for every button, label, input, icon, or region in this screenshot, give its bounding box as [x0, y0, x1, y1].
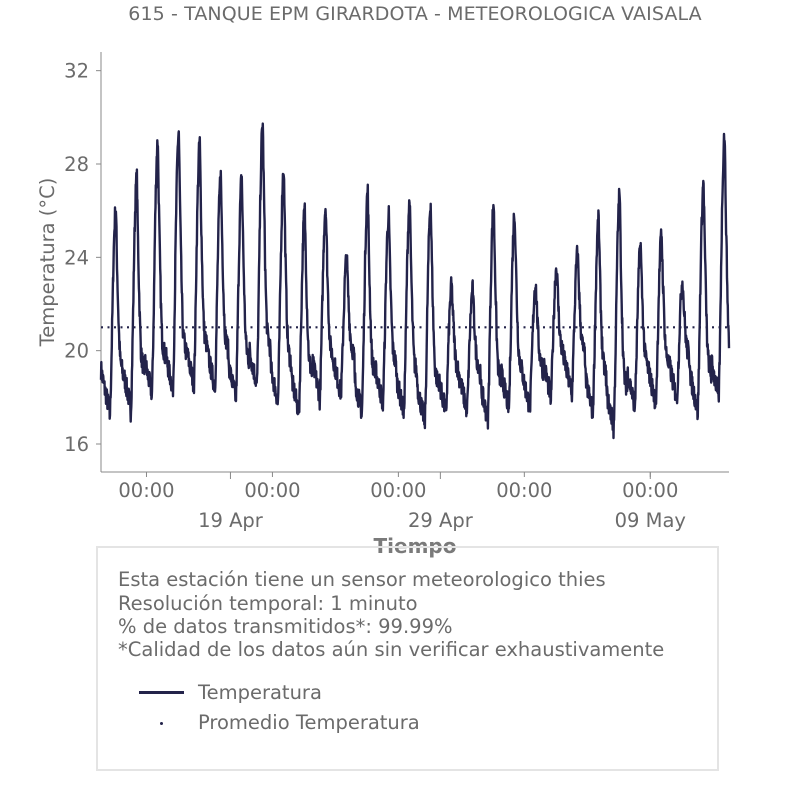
- legend-label-average: Promedio Temperatura: [198, 711, 420, 734]
- x-tick-time-label: 00:00: [244, 479, 300, 502]
- resolution-note: Resolución temporal: 1 minuto: [118, 592, 418, 615]
- info-legend-box: Esta estación tiene un sensor meteorolog…: [96, 546, 719, 771]
- y-tick-label: 28: [64, 153, 89, 176]
- y-axis-label: Temperatura (°C): [36, 178, 59, 348]
- legend-dot-swatch: [160, 722, 163, 725]
- transmission-note: % de datos transmitidos*: 99.99%: [118, 615, 453, 638]
- x-tick-time-label: 00:00: [370, 479, 426, 502]
- temperature-series-line: [99, 122, 731, 440]
- y-tick-label: 24: [64, 246, 89, 269]
- chart-title: 615 - TANQUE EPM GIRARDOTA - METEOROLOGI…: [128, 3, 702, 25]
- y-tick-label: 32: [64, 60, 89, 83]
- x-tick-date-label: 09 May: [615, 509, 686, 532]
- station-note: Esta estación tiene un sensor meteorolog…: [118, 568, 606, 591]
- x-tick-time-label: 00:00: [118, 479, 174, 502]
- y-tick-label: 16: [64, 433, 89, 456]
- quality-note: *Calidad de los datos aún sin verificar …: [118, 638, 665, 661]
- x-tick-time-label: 00:00: [496, 479, 552, 502]
- x-tick-date-label: 19 Apr: [198, 509, 264, 532]
- legend-line-swatch: [139, 691, 184, 694]
- x-tick-date-label: 29 Apr: [408, 509, 474, 532]
- x-tick-time-label: 00:00: [622, 479, 678, 502]
- legend-label-temperature: Temperatura: [198, 681, 322, 704]
- y-tick-label: 20: [64, 340, 89, 363]
